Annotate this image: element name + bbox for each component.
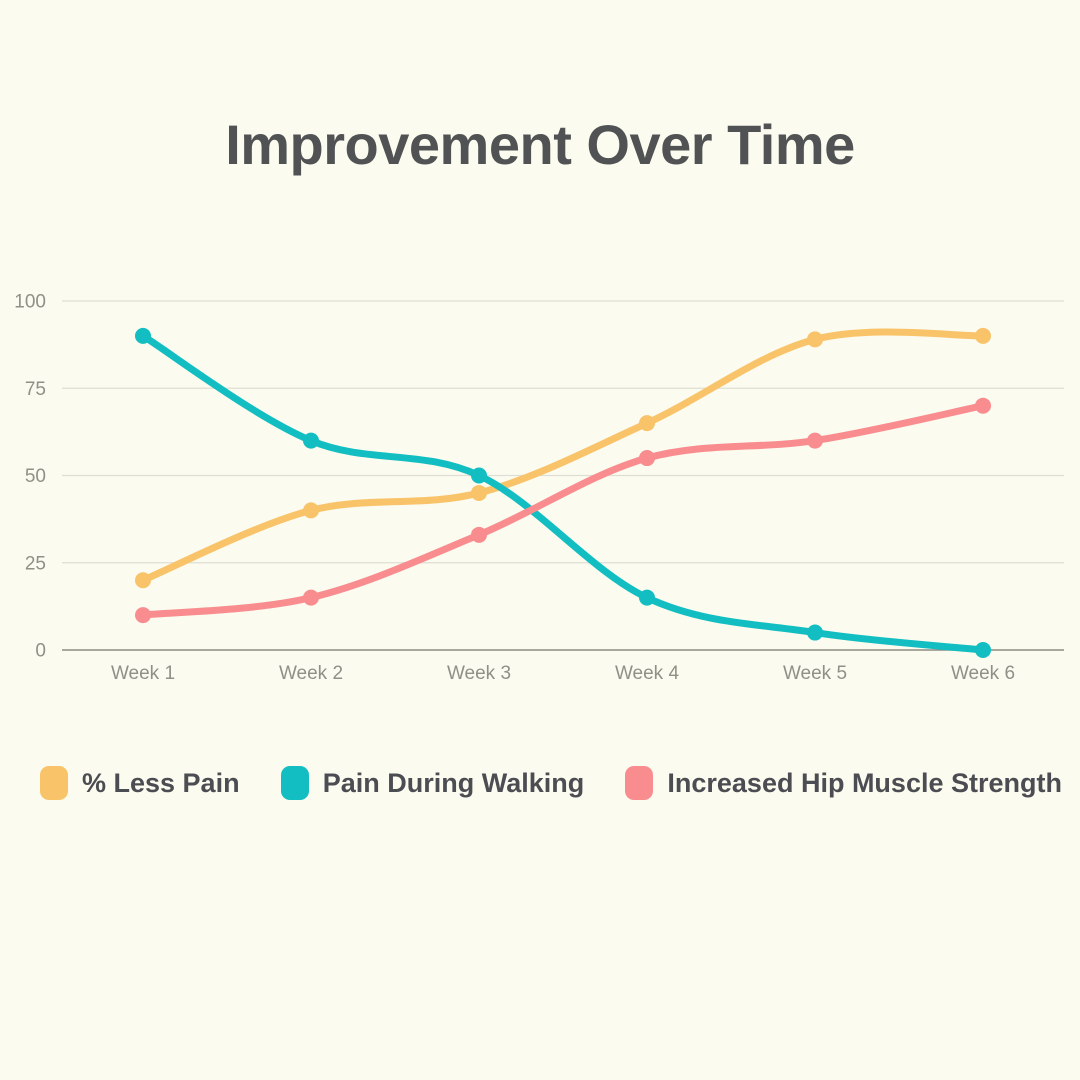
- x-tick-label-week-4: Week 4: [615, 663, 680, 684]
- series-line-increased-hip-muscle-strength: [139, 402, 987, 619]
- legend-item-increased-hip-muscle-strength: Increased Hip Muscle Strength: [625, 766, 1062, 800]
- series-line-pain-during-walking: [139, 332, 987, 654]
- data-point-pain-during-walking-week-3: [471, 467, 487, 484]
- data-point-pain-during-walking-week-2: [303, 432, 319, 449]
- data-point-less-pain-week-2: [303, 502, 319, 519]
- legend-item-pain-during-walking: Pain During Walking: [280, 766, 585, 800]
- x-tick-label-week-3: Week 3: [447, 663, 511, 684]
- x-tick-label-week-2: Week 2: [279, 663, 343, 684]
- data-point-less-pain-week-5: [807, 331, 823, 348]
- y-tick-label-25: 25: [25, 553, 46, 574]
- legend-swatch-increased-hip-muscle-strength: [625, 766, 654, 800]
- data-point-increased-hip-muscle-strength-week-6: [975, 397, 991, 414]
- legend-item-less-pain: % Less Pain: [40, 766, 240, 800]
- data-point-increased-hip-muscle-strength-week-4: [639, 450, 655, 467]
- legend-label: % Less Pain: [82, 767, 240, 798]
- data-point-pain-during-walking-week-6: [975, 642, 991, 658]
- data-point-less-pain-week-1: [135, 572, 151, 589]
- chart-title: Improvement Over Time: [225, 113, 855, 176]
- data-point-increased-hip-muscle-strength-week-5: [807, 432, 823, 449]
- data-point-pain-during-walking-week-1: [135, 327, 151, 344]
- data-point-less-pain-week-3: [471, 484, 487, 501]
- y-tick-label-75: 75: [25, 379, 46, 400]
- data-point-less-pain-week-6: [975, 327, 991, 344]
- data-point-less-pain-week-4: [639, 415, 655, 432]
- chart-legend: % Less Pain Pain During Walking Increased …: [40, 765, 1062, 801]
- data-point-increased-hip-muscle-strength-week-2: [303, 589, 319, 606]
- line-chart: 0 25 50 75 100 Week 1 Week 2 Week 3 Week 4 Week 5…: [14, 292, 1064, 684]
- data-point-pain-during-walking-week-5: [807, 624, 823, 641]
- y-tick-label-0: 0: [35, 641, 46, 662]
- legend-label: Pain During Walking: [322, 767, 585, 798]
- y-tick-label-50: 50: [25, 466, 46, 487]
- legend-swatch-less-pain: [40, 766, 68, 800]
- data-point-increased-hip-muscle-strength-week-1: [135, 607, 151, 624]
- legend-label: Increased Hip Muscle Strength: [667, 767, 1062, 798]
- y-tick-label-100: 100: [14, 292, 46, 313]
- legend-swatch-pain-during-walking: [280, 766, 309, 800]
- series-line-less-pain: [139, 328, 987, 584]
- x-tick-label-week-1: Week 1: [111, 663, 175, 684]
- data-point-increased-hip-muscle-strength-week-3: [471, 526, 487, 543]
- data-point-pain-during-walking-week-4: [639, 589, 655, 606]
- x-tick-label-week-6: Week 6: [951, 663, 1015, 684]
- x-tick-label-week-5: Week 5: [783, 663, 847, 684]
